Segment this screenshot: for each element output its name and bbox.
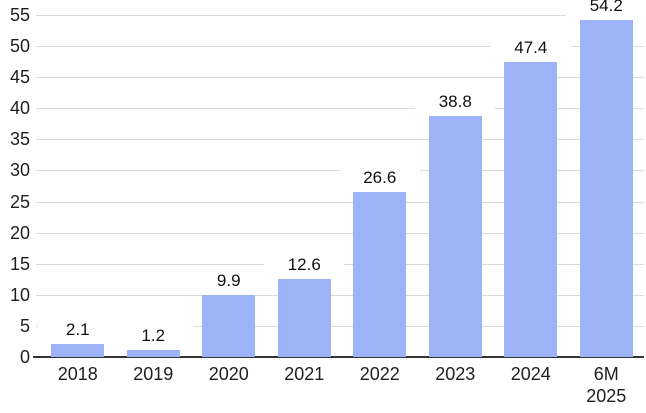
x-category-label-text: 2022 (359, 364, 400, 384)
y-tick-label: 10 (9, 284, 30, 305)
x-category-label-text: 2024 (510, 364, 551, 384)
y-tick-label: 0 (19, 347, 30, 367)
gridline (36, 77, 644, 79)
bar-value-label: 2.1 (37, 318, 118, 340)
bar-2018 (51, 343, 105, 357)
x-category-label: 2021 (267, 363, 343, 385)
x-category-label: 2024 (493, 363, 569, 385)
x-category-label-text: 2021 (284, 364, 325, 384)
bar-value-label: 1.2 (113, 324, 194, 346)
bar-value-label: 54.2 (566, 0, 646, 16)
x-category-label-text: 2023 (435, 364, 476, 384)
bar-2022 (353, 191, 407, 357)
gridline (36, 46, 644, 48)
bar-6m-2025 (579, 19, 633, 357)
gridline (36, 15, 644, 16)
y-tick-label: 40 (9, 98, 30, 119)
y-tick-label: 35 (9, 129, 30, 150)
gridline (36, 201, 644, 203)
x-category-label: 2020 (191, 363, 267, 385)
bar-value-label: 9.9 (188, 270, 269, 292)
gridline (36, 232, 644, 234)
bar-value-label: 26.6 (339, 166, 420, 188)
bar-value-label: 38.8 (415, 90, 496, 112)
bar-2023 (428, 115, 482, 357)
x-category-label: 2019 (116, 363, 192, 385)
y-tick-label: 55 (9, 5, 30, 25)
bar-2019 (126, 349, 180, 357)
y-tick-label: 15 (9, 253, 30, 274)
gridline (36, 139, 644, 141)
bar-2021 (277, 278, 331, 357)
x-category-label: 2018 (40, 363, 116, 385)
x-category-label-text: 2019 (133, 364, 174, 384)
x-axis-line (33, 356, 644, 358)
gridline (36, 325, 644, 327)
y-tick-label: 5 (19, 315, 30, 336)
x-category-label: 2022 (342, 363, 418, 385)
bar-value-label: 47.4 (490, 37, 571, 59)
x-category-label-text: 2018 (57, 364, 98, 384)
bar-2024 (504, 62, 558, 357)
x-category-label: 6M 2025 (569, 363, 645, 407)
gridline (36, 294, 644, 296)
y-tick-label: 25 (9, 191, 30, 212)
gridline (36, 108, 644, 110)
x-category-label-text: 2020 (208, 364, 249, 384)
y-tick-label: 30 (9, 160, 30, 181)
x-category-label-text: 6M 2025 (586, 364, 627, 406)
bar-2020 (202, 295, 256, 357)
bar-value-label: 12.6 (264, 253, 345, 275)
y-tick-label: 45 (9, 67, 30, 88)
y-tick-label: 20 (9, 222, 30, 243)
y-tick-label: 50 (9, 36, 30, 57)
x-category-label: 2023 (418, 363, 494, 385)
